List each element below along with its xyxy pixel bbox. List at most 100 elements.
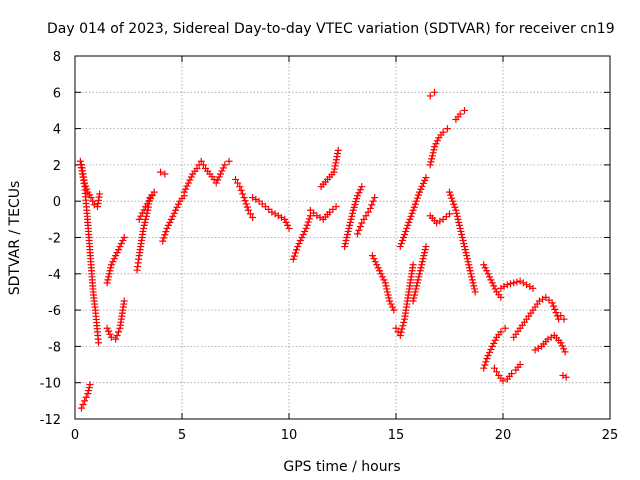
data-point xyxy=(421,249,429,257)
data-point xyxy=(459,237,467,245)
data-point xyxy=(451,203,459,211)
data-point xyxy=(457,227,465,235)
data-point xyxy=(295,240,303,248)
data-point xyxy=(159,237,167,245)
data-point xyxy=(548,299,556,307)
data-point xyxy=(404,221,412,229)
data-point xyxy=(113,332,121,340)
data-point xyxy=(184,179,192,187)
data-point xyxy=(422,243,430,251)
data-point xyxy=(278,214,286,222)
data-point xyxy=(396,332,404,340)
data-point xyxy=(103,279,111,287)
data-point xyxy=(301,227,309,235)
axis-ticks: 0 5 10 15 20 25 -12 -10 -8 -6 -4 -2 0 2 4 6 8 xyxy=(40,50,619,443)
data-point xyxy=(453,209,461,217)
data-point xyxy=(421,246,429,254)
series-arc-22 xyxy=(409,243,430,305)
data-point xyxy=(291,249,299,257)
data-point xyxy=(117,240,125,248)
data-point xyxy=(355,189,363,197)
data-point xyxy=(396,243,404,251)
data-point xyxy=(455,221,463,229)
data-point xyxy=(112,252,120,260)
data-point xyxy=(430,146,438,154)
data-point xyxy=(135,215,143,223)
y-tick-label: 0 xyxy=(53,195,61,210)
data-point xyxy=(157,168,165,176)
series-arc-1 xyxy=(76,157,103,347)
series-arc-25 xyxy=(426,210,453,227)
y-axis-label: SDTVAR / TECUs xyxy=(7,181,23,296)
data-point xyxy=(82,393,90,401)
data-point xyxy=(284,221,292,229)
data-point xyxy=(116,243,124,251)
series-arc-14 xyxy=(289,212,314,263)
data-point xyxy=(186,176,194,184)
data-point xyxy=(271,210,279,218)
data-point xyxy=(85,384,93,392)
data-point xyxy=(244,206,252,214)
data-point xyxy=(550,302,558,310)
data-point xyxy=(341,243,349,251)
data-point xyxy=(332,203,340,211)
data-point xyxy=(501,324,509,332)
plot-frame xyxy=(74,55,611,420)
series-arc-21 xyxy=(396,174,430,251)
data-point xyxy=(429,149,437,157)
data-point xyxy=(252,195,260,203)
data-point xyxy=(551,305,559,313)
data-point xyxy=(371,258,379,266)
series-arc-7 xyxy=(135,192,156,223)
data-point xyxy=(452,206,460,214)
data-point xyxy=(387,300,395,308)
data-point xyxy=(385,294,393,302)
x-tick-label: 25 xyxy=(602,428,619,443)
data-point xyxy=(531,346,539,354)
data-point xyxy=(140,206,148,214)
data-point xyxy=(436,217,444,225)
data-point xyxy=(397,240,405,248)
data-point xyxy=(87,194,95,202)
data-point xyxy=(422,174,430,182)
data-point xyxy=(366,204,374,212)
data-point xyxy=(503,281,511,289)
series-arc-23 xyxy=(426,125,451,169)
series-arc-33 xyxy=(531,332,569,356)
data-point xyxy=(218,167,226,175)
data-point xyxy=(107,261,115,269)
data-point xyxy=(368,252,376,260)
data-point xyxy=(346,218,354,226)
data-point xyxy=(470,282,478,290)
data-point xyxy=(547,333,555,341)
data-point xyxy=(414,276,422,284)
data-point xyxy=(413,279,421,287)
data-point xyxy=(373,261,381,269)
data-point xyxy=(164,221,172,229)
data-point xyxy=(464,258,472,266)
data-point xyxy=(232,175,239,183)
data-point xyxy=(240,194,248,202)
data-point xyxy=(458,230,466,238)
data-point xyxy=(239,190,247,198)
data-point xyxy=(388,303,396,311)
data-point xyxy=(471,288,479,296)
data-point xyxy=(428,155,436,163)
data-point xyxy=(81,179,89,187)
data-point xyxy=(107,264,115,272)
data-point xyxy=(138,209,146,217)
data-point xyxy=(83,185,91,193)
data-point xyxy=(497,293,505,301)
data-point xyxy=(334,146,342,154)
data-point xyxy=(172,206,180,214)
data-point xyxy=(461,246,469,254)
data-point xyxy=(84,390,92,398)
data-point xyxy=(180,188,188,196)
series-arc-27 xyxy=(446,188,479,296)
data-point xyxy=(454,215,462,223)
data-point xyxy=(334,149,342,157)
data-point xyxy=(242,200,250,208)
data-point xyxy=(468,276,476,284)
data-point xyxy=(137,212,145,220)
data-point xyxy=(443,125,451,133)
